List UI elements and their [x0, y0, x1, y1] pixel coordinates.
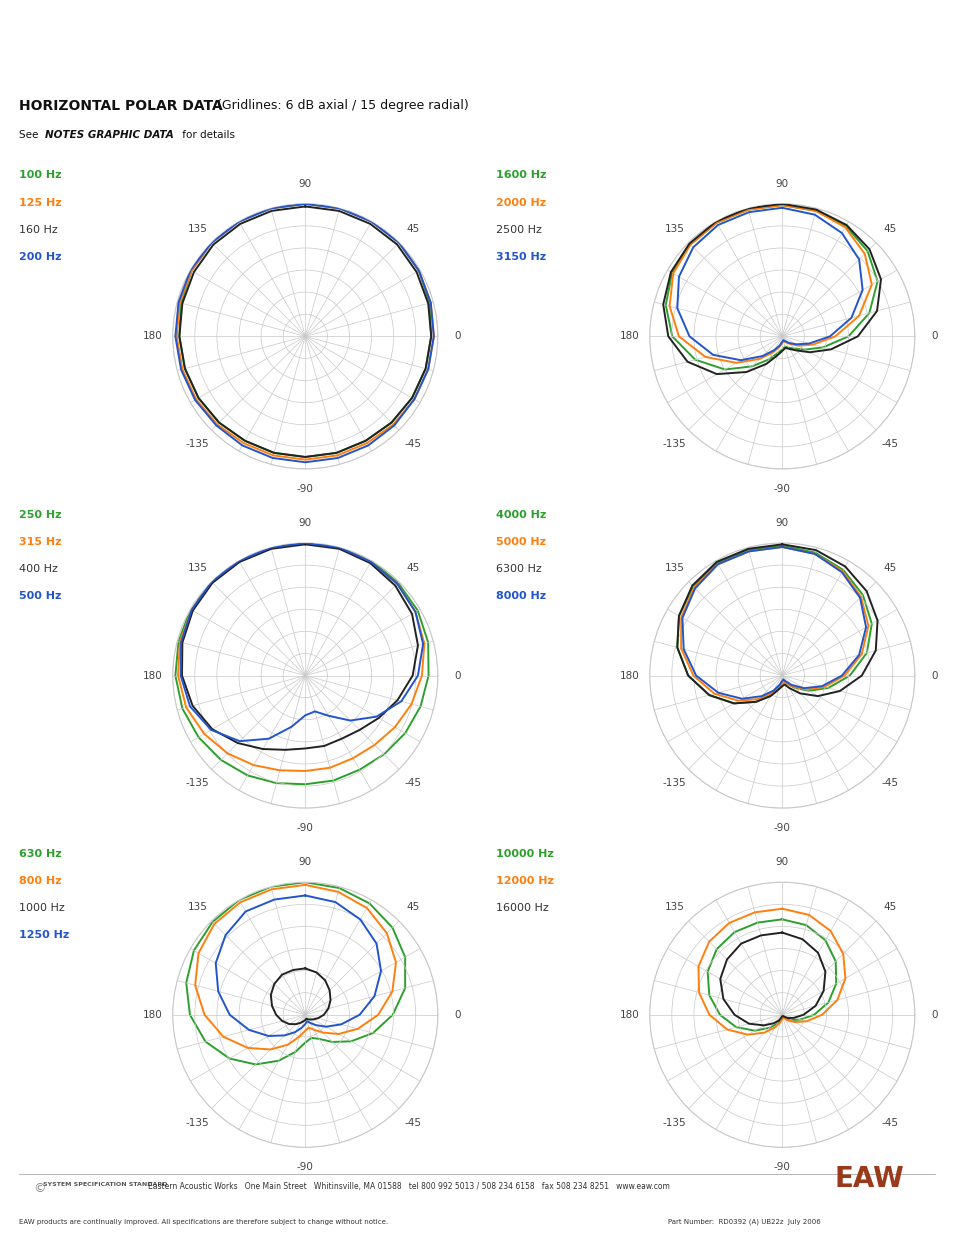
Text: 160 Hz: 160 Hz: [19, 225, 58, 235]
Text: 200 Hz: 200 Hz: [19, 252, 62, 262]
Text: NOTES GRAPHIC DATA: NOTES GRAPHIC DATA: [45, 131, 173, 141]
Text: 0: 0: [930, 1010, 937, 1020]
Text: EAW: EAW: [834, 1165, 903, 1193]
Text: 45: 45: [406, 902, 419, 911]
Text: -135: -135: [186, 778, 209, 788]
Text: 180: 180: [619, 331, 639, 341]
Text: 250 Hz: 250 Hz: [19, 510, 62, 520]
Text: 4000 Hz: 4000 Hz: [496, 510, 546, 520]
Text: 45: 45: [882, 563, 896, 573]
Text: -135: -135: [662, 778, 685, 788]
Text: 6300 Hz: 6300 Hz: [496, 564, 541, 574]
Text: UB22z  S p e c i f i c a t i o n s: UB22z S p e c i f i c a t i o n s: [24, 37, 418, 61]
Text: 45: 45: [406, 563, 419, 573]
Text: -45: -45: [404, 778, 421, 788]
Text: 90: 90: [775, 519, 788, 529]
Text: 0: 0: [930, 671, 937, 680]
Text: 135: 135: [188, 563, 207, 573]
Text: 10000 Hz: 10000 Hz: [496, 848, 554, 858]
Text: 100 Hz: 100 Hz: [19, 170, 62, 180]
Text: for details: for details: [179, 131, 235, 141]
Text: 180: 180: [143, 671, 163, 680]
Text: 2500 Hz: 2500 Hz: [496, 225, 541, 235]
Text: 45: 45: [882, 902, 896, 911]
Text: -90: -90: [773, 1162, 790, 1172]
Text: 500 Hz: 500 Hz: [19, 592, 61, 601]
Text: -45: -45: [881, 440, 898, 450]
Text: 0: 0: [454, 1010, 460, 1020]
Text: -45: -45: [881, 778, 898, 788]
Text: SYSTEM SPECIFICATION STANDARD: SYSTEM SPECIFICATION STANDARD: [43, 1182, 168, 1187]
Text: ©: ©: [33, 1182, 46, 1194]
Text: 90: 90: [775, 179, 788, 189]
Text: 8000 Hz: 8000 Hz: [496, 592, 546, 601]
Text: 16000 Hz: 16000 Hz: [496, 903, 548, 913]
Text: 1600 Hz: 1600 Hz: [496, 170, 546, 180]
Text: 135: 135: [188, 224, 207, 233]
Text: 135: 135: [664, 902, 683, 911]
Text: 45: 45: [406, 224, 419, 233]
Text: -90: -90: [296, 484, 314, 494]
Text: 180: 180: [619, 671, 639, 680]
Text: 90: 90: [298, 857, 312, 867]
Text: -90: -90: [296, 823, 314, 832]
Text: 125 Hz: 125 Hz: [19, 198, 62, 207]
Text: 90: 90: [775, 857, 788, 867]
Text: 135: 135: [188, 902, 207, 911]
Text: Eastern Acoustic Works   One Main Street   Whitinsville, MA 01588   tel 800 992 : Eastern Acoustic Works One Main Street W…: [148, 1182, 669, 1191]
Text: 3150 Hz: 3150 Hz: [496, 252, 546, 262]
Text: 0: 0: [930, 331, 937, 341]
Text: (Gridlines: 6 dB axial / 15 degree radial): (Gridlines: 6 dB axial / 15 degree radia…: [213, 99, 469, 112]
Text: 180: 180: [619, 1010, 639, 1020]
Text: 630 Hz: 630 Hz: [19, 848, 62, 858]
Text: -135: -135: [186, 440, 209, 450]
Text: -135: -135: [662, 440, 685, 450]
Text: 2000 Hz: 2000 Hz: [496, 198, 546, 207]
Text: -90: -90: [773, 484, 790, 494]
Text: 800 Hz: 800 Hz: [19, 876, 62, 885]
Text: -90: -90: [773, 823, 790, 832]
Text: 5000 Hz: 5000 Hz: [496, 537, 545, 547]
Text: -45: -45: [404, 1118, 421, 1128]
Text: -135: -135: [186, 1118, 209, 1128]
Text: -90: -90: [296, 1162, 314, 1172]
Text: Part Number:  RD0392 (A) UB22z  July 2006: Part Number: RD0392 (A) UB22z July 2006: [667, 1219, 820, 1225]
Text: See: See: [19, 131, 42, 141]
Text: 0: 0: [454, 331, 460, 341]
Text: 1250 Hz: 1250 Hz: [19, 930, 70, 940]
Text: 1000 Hz: 1000 Hz: [19, 903, 65, 913]
Text: 90: 90: [298, 179, 312, 189]
Text: 135: 135: [664, 224, 683, 233]
Text: 180: 180: [143, 1010, 163, 1020]
Text: 12000 Hz: 12000 Hz: [496, 876, 554, 885]
Text: -135: -135: [662, 1118, 685, 1128]
Text: -45: -45: [881, 1118, 898, 1128]
Text: 400 Hz: 400 Hz: [19, 564, 58, 574]
Text: EAW products are continually improved. All specifications are therefore subject : EAW products are continually improved. A…: [19, 1219, 388, 1225]
Text: 315 Hz: 315 Hz: [19, 537, 62, 547]
Text: HORIZONTAL POLAR DATA: HORIZONTAL POLAR DATA: [19, 99, 223, 112]
Text: 0: 0: [454, 671, 460, 680]
Text: 90: 90: [298, 519, 312, 529]
Text: 135: 135: [664, 563, 683, 573]
Text: -45: -45: [404, 440, 421, 450]
Text: 180: 180: [143, 331, 163, 341]
Text: 45: 45: [882, 224, 896, 233]
